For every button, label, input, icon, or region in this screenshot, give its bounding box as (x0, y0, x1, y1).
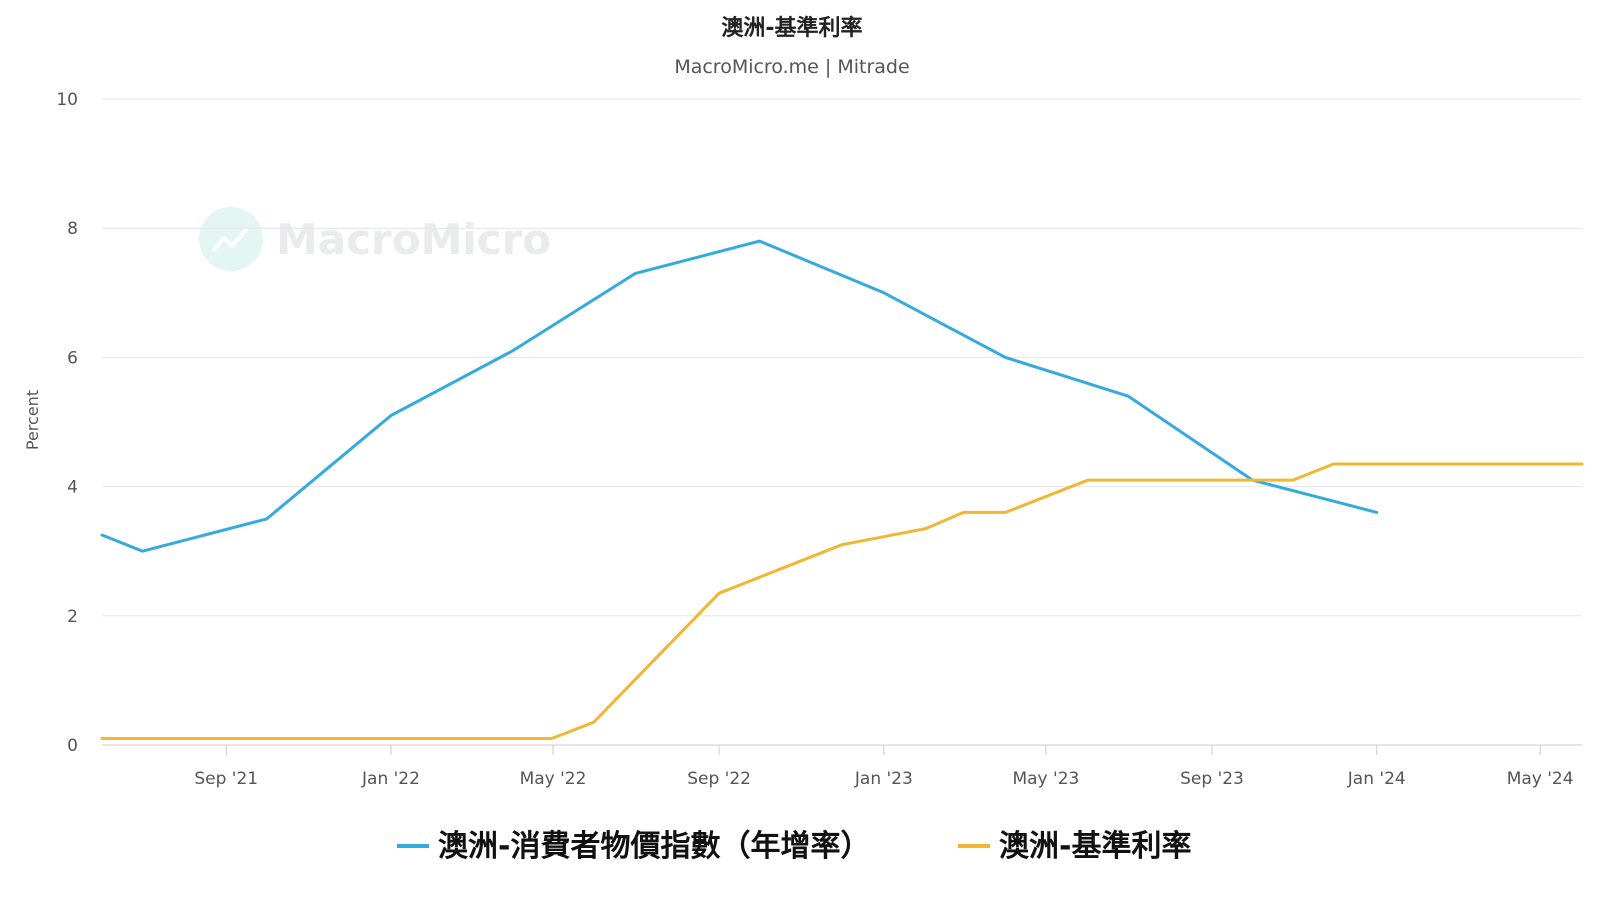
chart-subtitle: MacroMicro.me | Mitrade (674, 56, 909, 78)
legend-label-2[interactable]: 澳洲-基準利率 (999, 829, 1191, 864)
x-tick-label: May '23 (1012, 769, 1079, 789)
watermark-text: MacroMicro (276, 215, 551, 264)
x-tick-label: May '24 (1507, 769, 1574, 789)
x-tick-label: Sep '22 (687, 769, 751, 789)
series-line-1 (100, 239, 1379, 553)
series-lines (100, 239, 1584, 740)
watermark-logo-icon (199, 207, 263, 271)
y-tick-label: 4 (67, 478, 78, 498)
watermark: MacroMicro (199, 207, 551, 271)
chart-title: 澳洲-基準利率 (721, 15, 862, 41)
x-tick-label: May '22 (520, 769, 587, 789)
y-axis-ticks: 0 2 4 6 8 10 (56, 90, 78, 756)
legend-label-1[interactable]: 澳洲-消費者物價指數（年增率） (438, 829, 870, 864)
y-tick-label: 6 (67, 348, 78, 368)
x-tick-label: Jan '24 (1347, 769, 1406, 789)
y-tick-label: 8 (67, 219, 78, 239)
y-tick-label: 0 (67, 736, 78, 756)
x-tick-label: Jan '22 (361, 769, 420, 789)
x-tick-label: Jan '23 (854, 769, 913, 789)
y-tick-label: 10 (56, 90, 78, 110)
x-tick-label: Sep '23 (1180, 769, 1244, 789)
x-tick-label: Sep '21 (194, 769, 258, 789)
y-axis-title: Percent (23, 390, 42, 450)
legend: 澳洲-消費者物價指數（年增率） 澳洲-基準利率 (397, 829, 1191, 864)
y-tick-label: 2 (67, 607, 78, 627)
series-line-2 (100, 462, 1584, 740)
watermark-logo-glyph-icon (212, 228, 248, 252)
x-axis-ticks: Sep '21 Jan '22 May '22 Sep '22 Jan '23 May '… (194, 745, 1574, 789)
gridlines (102, 98, 1582, 617)
